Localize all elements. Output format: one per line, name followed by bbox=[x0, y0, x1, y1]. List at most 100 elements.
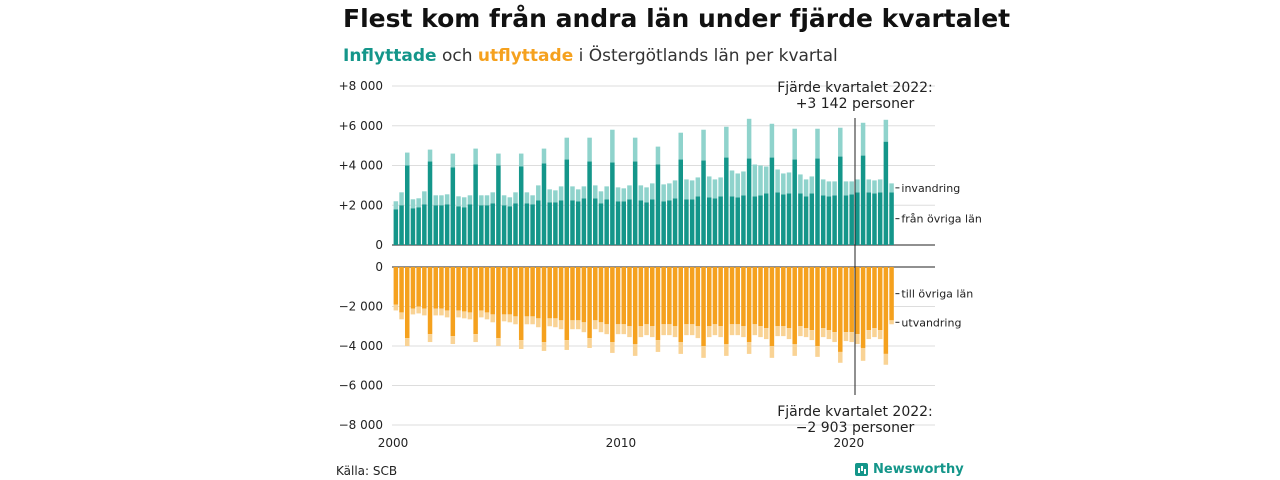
bar-till-ovriga-lan bbox=[518, 267, 524, 341]
bar-fran-ovriga-lan bbox=[832, 195, 837, 245]
bar-till-ovriga-lan bbox=[587, 267, 592, 339]
bar-invandring bbox=[621, 188, 627, 202]
bottom-y-tick-label: 0 bbox=[375, 260, 383, 274]
bar-invandring bbox=[427, 149, 433, 162]
bar-fran-ovriga-lan bbox=[467, 204, 473, 245]
bar-utvandring bbox=[803, 328, 809, 338]
bar-invandring bbox=[838, 127, 843, 157]
bar-fran-ovriga-lan bbox=[427, 161, 433, 245]
bar-fran-ovriga-lan bbox=[786, 193, 792, 245]
bar-utvandring bbox=[701, 346, 706, 358]
top-y-tick-label: +6 000 bbox=[339, 119, 383, 133]
bar-invandring bbox=[644, 187, 649, 203]
bar-fran-ovriga-lan bbox=[883, 141, 889, 245]
bar-utvandring bbox=[763, 328, 769, 340]
bar-fran-ovriga-lan bbox=[775, 192, 780, 245]
bar-utvandring bbox=[410, 308, 416, 315]
bar-invandring bbox=[593, 185, 598, 199]
bar-fran-ovriga-lan bbox=[763, 193, 769, 245]
bar-invandring bbox=[746, 118, 752, 159]
bar-utvandring bbox=[729, 324, 735, 336]
bar-fran-ovriga-lan bbox=[706, 197, 712, 245]
bar-invandring bbox=[866, 179, 872, 193]
bottom-y-tick-label: −4 000 bbox=[339, 339, 383, 353]
bar-utvandring bbox=[450, 336, 456, 345]
bar-till-ovriga-lan bbox=[496, 267, 501, 339]
bar-till-ovriga-lan bbox=[701, 267, 706, 346]
bar-invandring bbox=[632, 137, 638, 162]
bar-invandring bbox=[444, 194, 450, 205]
bar-fran-ovriga-lan bbox=[644, 202, 649, 245]
bar-utvandring bbox=[570, 320, 575, 330]
bar-fran-ovriga-lan bbox=[678, 159, 683, 245]
bar-fran-ovriga-lan bbox=[729, 196, 735, 245]
bar-fran-ovriga-lan bbox=[718, 196, 723, 245]
bar-invandring bbox=[655, 146, 661, 165]
bar-fran-ovriga-lan bbox=[746, 158, 752, 245]
bar-invandring bbox=[786, 172, 792, 194]
bar-till-ovriga-lan bbox=[661, 267, 666, 325]
bar-invandring bbox=[684, 179, 689, 200]
bar-fran-ovriga-lan bbox=[838, 156, 843, 245]
bar-till-ovriga-lan bbox=[883, 267, 889, 354]
bar-fran-ovriga-lan bbox=[792, 159, 797, 245]
bar-till-ovriga-lan bbox=[450, 267, 456, 337]
subtitle-rest: i Östergötlands län per kvartal bbox=[573, 46, 838, 66]
bar-till-ovriga-lan bbox=[752, 267, 758, 325]
bar-till-ovriga-lan bbox=[775, 267, 780, 327]
bar-till-ovriga-lan bbox=[393, 267, 399, 305]
bar-invandring bbox=[855, 179, 860, 193]
bar-fran-ovriga-lan bbox=[798, 193, 803, 245]
bar-invandring bbox=[809, 176, 815, 194]
bar-fran-ovriga-lan bbox=[558, 200, 564, 245]
bar-till-ovriga-lan bbox=[803, 267, 809, 329]
bar-utvandring bbox=[399, 312, 404, 320]
bar-invandring bbox=[763, 166, 769, 194]
bar-till-ovriga-lan bbox=[820, 267, 826, 329]
bar-invandring bbox=[416, 198, 421, 208]
bar-invandring bbox=[815, 128, 820, 159]
bar-till-ovriga-lan bbox=[763, 267, 769, 329]
bar-invandring bbox=[615, 187, 621, 202]
bar-invandring bbox=[393, 201, 399, 210]
bar-utvandring bbox=[638, 326, 644, 338]
bar-till-ovriga-lan bbox=[872, 267, 877, 329]
bar-utvandring bbox=[872, 328, 877, 338]
bar-till-ovriga-lan bbox=[484, 267, 490, 313]
bar-invandring bbox=[735, 173, 740, 198]
brand-logo: Newsworthy bbox=[855, 462, 964, 477]
bar-utvandring bbox=[632, 344, 638, 356]
bar-fran-ovriga-lan bbox=[855, 192, 860, 245]
bar-invandring bbox=[553, 190, 558, 203]
bar-invandring bbox=[513, 192, 518, 204]
bar-fran-ovriga-lan bbox=[393, 209, 399, 245]
brand-name: Newsworthy bbox=[873, 462, 964, 477]
bar-fran-ovriga-lan bbox=[610, 162, 615, 245]
bar-utvandring bbox=[661, 324, 666, 336]
bar-till-ovriga-lan bbox=[815, 267, 820, 346]
bar-till-ovriga-lan bbox=[615, 267, 621, 325]
chart-subtitle: Inflyttade och utflyttade i Östergötland… bbox=[343, 46, 838, 66]
top-y-tick-label: +2 000 bbox=[339, 198, 383, 212]
bar-invandring bbox=[479, 195, 484, 206]
bar-till-ovriga-lan bbox=[758, 267, 763, 327]
bar-till-ovriga-lan bbox=[678, 267, 683, 343]
bar-utvandring bbox=[815, 346, 820, 357]
bar-fran-ovriga-lan bbox=[684, 199, 689, 245]
bar-fran-ovriga-lan bbox=[439, 205, 444, 245]
bar-invandring bbox=[564, 137, 570, 160]
bar-invandring bbox=[627, 185, 632, 200]
bar-till-ovriga-lan bbox=[422, 267, 427, 309]
bar-invandring bbox=[461, 197, 467, 208]
bar-utvandring bbox=[746, 342, 752, 354]
bar-utvandring bbox=[826, 330, 832, 340]
bar-utvandring bbox=[781, 326, 786, 337]
bar-invandring bbox=[701, 129, 706, 161]
bar-till-ovriga-lan bbox=[558, 267, 564, 321]
bar-invandring bbox=[781, 173, 786, 195]
bar-utvandring bbox=[433, 308, 438, 316]
segment-label: från övriga län bbox=[901, 213, 981, 226]
bar-utvandring bbox=[518, 340, 524, 349]
bar-utvandring bbox=[610, 342, 615, 353]
bar-fran-ovriga-lan bbox=[724, 157, 729, 245]
